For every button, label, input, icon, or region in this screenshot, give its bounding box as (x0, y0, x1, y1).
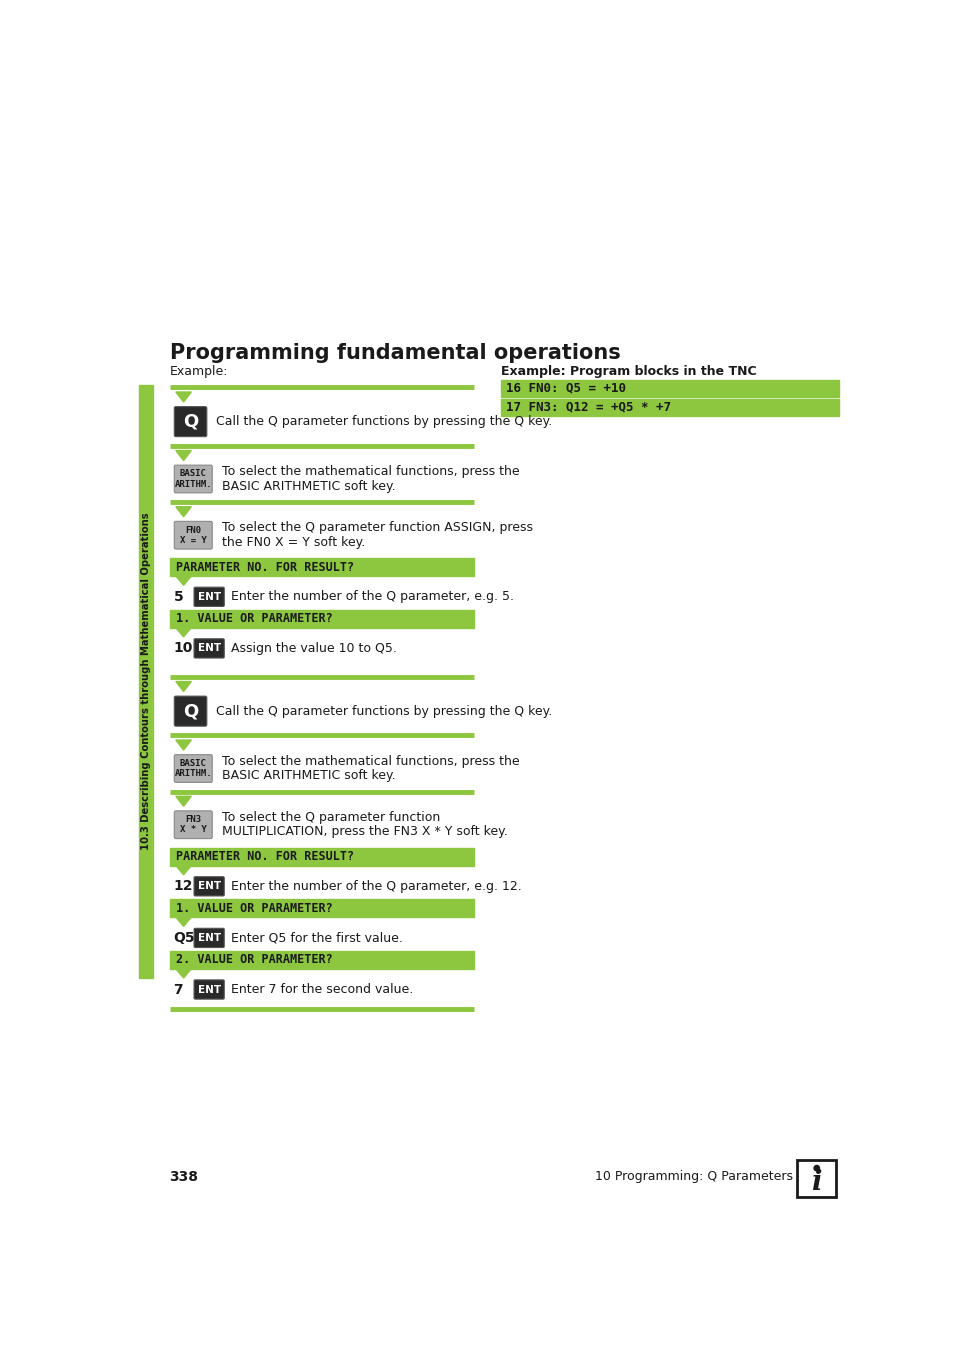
Polygon shape (175, 450, 192, 461)
Polygon shape (175, 797, 192, 806)
Bar (500, 399, 839, 417)
Text: Example:: Example: (170, 365, 228, 377)
Text: 1. VALUE OR PARAMETER?: 1. VALUE OR PARAMETER? (175, 612, 333, 625)
Bar (797, 1159, 835, 1197)
Text: Call the Q parameter functions by pressing the Q key.: Call the Q parameter functions by pressi… (216, 415, 552, 429)
FancyBboxPatch shape (174, 811, 212, 838)
Text: BASIC ARITHMETIC soft key.: BASIC ARITHMETIC soft key. (221, 770, 395, 782)
Text: BASIC ARITHMETIC soft key.: BASIC ARITHMETIC soft key. (221, 480, 395, 493)
Bar (170, 609, 474, 628)
Text: ENT: ENT (197, 933, 220, 942)
Text: 338: 338 (170, 1170, 198, 1184)
Text: the FN0 X = Y soft key.: the FN0 X = Y soft key. (221, 537, 364, 549)
Text: FN3
X * Y: FN3 X * Y (179, 816, 207, 834)
Bar (170, 950, 474, 969)
Text: Assign the value 10 to Q5.: Assign the value 10 to Q5. (231, 642, 396, 655)
Text: FN0
X = Y: FN0 X = Y (179, 526, 207, 545)
FancyBboxPatch shape (174, 755, 212, 782)
Text: Enter the number of the Q parameter, e.g. 5.: Enter the number of the Q parameter, e.g… (231, 590, 514, 604)
Text: To select the mathematical functions, press the: To select the mathematical functions, pr… (221, 755, 518, 768)
Polygon shape (175, 917, 192, 926)
Text: BASIC
ARITHM.: BASIC ARITHM. (174, 759, 212, 778)
Text: To select the Q parameter function: To select the Q parameter function (221, 811, 439, 824)
Text: ENT: ENT (197, 882, 220, 891)
Text: ENT: ENT (197, 643, 220, 654)
Text: 12: 12 (173, 879, 193, 894)
Text: To select the Q parameter function ASSIGN, press: To select the Q parameter function ASSIG… (221, 522, 532, 534)
Text: Q5: Q5 (173, 931, 195, 945)
Text: Programming fundamental operations: Programming fundamental operations (170, 342, 619, 363)
Text: To select the mathematical functions, press the: To select the mathematical functions, pr… (221, 465, 518, 479)
Text: 10 Programming: Q Parameters: 10 Programming: Q Parameters (595, 1170, 793, 1184)
Text: 2. VALUE OR PARAMETER?: 2. VALUE OR PARAMETER? (175, 953, 333, 967)
Circle shape (813, 1166, 819, 1171)
Text: 10.3 Describing Contours through Mathematical Operations: 10.3 Describing Contours through Mathema… (140, 512, 151, 851)
FancyBboxPatch shape (193, 588, 224, 607)
Text: 16 FN0: Q5 = +10: 16 FN0: Q5 = +10 (505, 381, 625, 395)
Polygon shape (175, 740, 192, 749)
Text: Example: Program blocks in the TNC: Example: Program blocks in the TNC (500, 365, 756, 377)
Bar (500, 380, 839, 396)
FancyBboxPatch shape (193, 929, 224, 948)
Bar (170, 899, 474, 917)
Text: 7: 7 (173, 983, 183, 996)
Polygon shape (175, 865, 192, 875)
Text: ENT: ENT (197, 984, 220, 995)
Polygon shape (175, 969, 192, 977)
FancyBboxPatch shape (193, 876, 224, 896)
Text: 5: 5 (173, 590, 183, 604)
Text: Enter Q5 for the first value.: Enter Q5 for the first value. (231, 931, 402, 945)
FancyBboxPatch shape (174, 465, 212, 493)
Polygon shape (175, 576, 192, 585)
Bar (170, 558, 474, 576)
Text: Q: Q (183, 412, 198, 430)
FancyBboxPatch shape (193, 980, 224, 999)
FancyBboxPatch shape (193, 639, 224, 658)
Polygon shape (175, 392, 192, 402)
FancyBboxPatch shape (174, 407, 207, 437)
Text: ENT: ENT (197, 592, 220, 601)
Bar (138, 386, 152, 977)
Text: Q: Q (183, 702, 198, 720)
Text: 17 FN3: Q12 = +Q5 * +7: 17 FN3: Q12 = +Q5 * +7 (505, 400, 670, 414)
Text: Enter the number of the Q parameter, e.g. 12.: Enter the number of the Q parameter, e.g… (231, 880, 521, 892)
Text: 1. VALUE OR PARAMETER?: 1. VALUE OR PARAMETER? (175, 902, 333, 915)
Text: PARAMETER NO. FOR RESULT?: PARAMETER NO. FOR RESULT? (175, 561, 354, 574)
Polygon shape (175, 628, 192, 636)
FancyBboxPatch shape (174, 522, 212, 549)
Text: 10: 10 (173, 642, 193, 655)
Text: BASIC
ARITHM.: BASIC ARITHM. (174, 469, 212, 489)
Text: MULTIPLICATION, press the FN3 X * Y soft key.: MULTIPLICATION, press the FN3 X * Y soft… (221, 825, 507, 838)
FancyBboxPatch shape (174, 696, 207, 727)
Bar (170, 848, 474, 865)
Polygon shape (175, 507, 192, 516)
Text: Call the Q parameter functions by pressing the Q key.: Call the Q parameter functions by pressi… (216, 705, 552, 717)
Text: Enter 7 for the second value.: Enter 7 for the second value. (231, 983, 413, 996)
Text: PARAMETER NO. FOR RESULT?: PARAMETER NO. FOR RESULT? (175, 851, 354, 863)
Text: i: i (811, 1169, 821, 1196)
Polygon shape (175, 682, 192, 692)
